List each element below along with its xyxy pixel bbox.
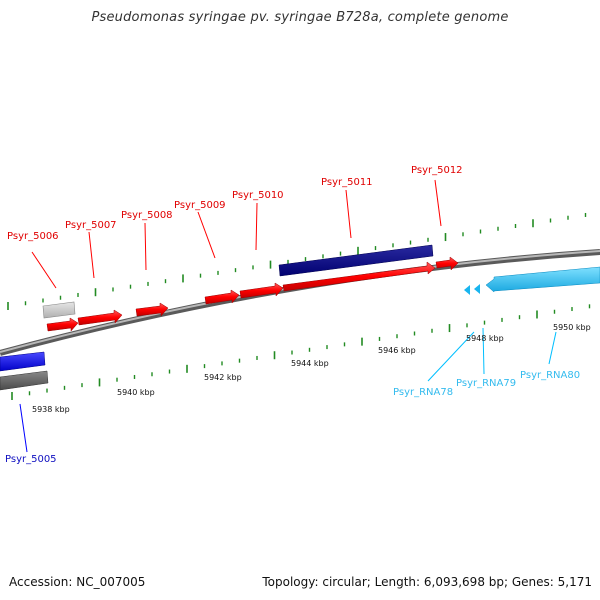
gene-label-psyr-5009[interactable]: Psyr_5009 (174, 200, 226, 211)
gene-psyr-5008-arrow[interactable] (135, 302, 169, 317)
scale-label-5950: 5950 kbp (553, 323, 591, 332)
scale-label-5946: 5946 kbp (378, 346, 416, 355)
gene-psyr-5007-arrow[interactable] (77, 309, 123, 326)
topology-label: Topology: circular; Length: 6,093,698 bp… (262, 575, 592, 589)
gene-label-psyr-5005[interactable]: Psyr_5005 (5, 454, 57, 465)
connector-psyr-rna80 (548, 331, 557, 365)
connector-psyr-rna79 (482, 327, 485, 375)
gene-psyr-5010-arrow[interactable] (239, 282, 284, 299)
gene-grey-small[interactable] (42, 301, 76, 319)
rna-psyr-rna78-arrow[interactable] (464, 285, 470, 295)
gene-label-psyr-5006[interactable]: Psyr_5006 (7, 231, 59, 242)
gene-psyr-5009-arrow[interactable] (204, 289, 240, 305)
connector-psyr-5010 (255, 202, 258, 251)
upper-tick-row (7, 212, 587, 310)
connector-psyr-5005 (19, 403, 28, 453)
scale-label-5948: 5948 kbp (466, 334, 504, 343)
connector-psyr-5006 (31, 251, 57, 289)
gene-psyr-5012-arrow[interactable] (435, 256, 459, 271)
rna-label-psyr-rna80[interactable]: Psyr_RNA80 (520, 370, 580, 381)
scale-label-5940: 5940 kbp (117, 388, 155, 397)
scale-label-5944: 5944 kbp (291, 359, 329, 368)
rna-label-psyr-rna79[interactable]: Psyr_RNA79 (456, 378, 516, 389)
connector-psyr-rna78 (427, 331, 475, 382)
rna-psyr-rna79-arrow[interactable] (474, 284, 480, 294)
rna-label-psyr-rna78[interactable]: Psyr_RNA78 (393, 387, 453, 398)
gene-label-psyr-5011[interactable]: Psyr_5011 (321, 177, 373, 188)
accession-label: Accession: NC_007005 (9, 575, 146, 589)
connector-psyr-5008 (144, 222, 147, 271)
connector-psyr-5009 (197, 211, 216, 259)
gene-psyr-5005-grey[interactable] (0, 370, 49, 391)
gene-psyr-5005-blue[interactable] (0, 351, 46, 372)
scale-label-5938: 5938 kbp (32, 405, 70, 414)
connector-psyr-5007 (88, 231, 95, 279)
gene-label-psyr-5012[interactable]: Psyr_5012 (411, 165, 463, 176)
gene-psyr-5006-arrow[interactable] (46, 317, 79, 332)
connector-psyr-5011 (345, 189, 352, 239)
scale-label-5942: 5942 kbp (204, 373, 242, 382)
gene-psyr-5011-arrow[interactable] (282, 261, 436, 292)
gene-label-psyr-5008[interactable]: Psyr_5008 (121, 210, 173, 221)
connector-psyr-5012 (434, 179, 442, 227)
genome-title: Pseudomonas syringae pv. syringae B728a,… (91, 10, 509, 25)
gene-psyr-5011-navy[interactable] (278, 244, 434, 277)
gene-label-psyr-5007[interactable]: Psyr_5007 (65, 220, 117, 231)
rna-psyr-rna80-arrow[interactable] (485, 266, 600, 293)
gene-label-psyr-5010[interactable]: Psyr_5010 (232, 190, 284, 201)
lower-tick-row (11, 304, 591, 400)
